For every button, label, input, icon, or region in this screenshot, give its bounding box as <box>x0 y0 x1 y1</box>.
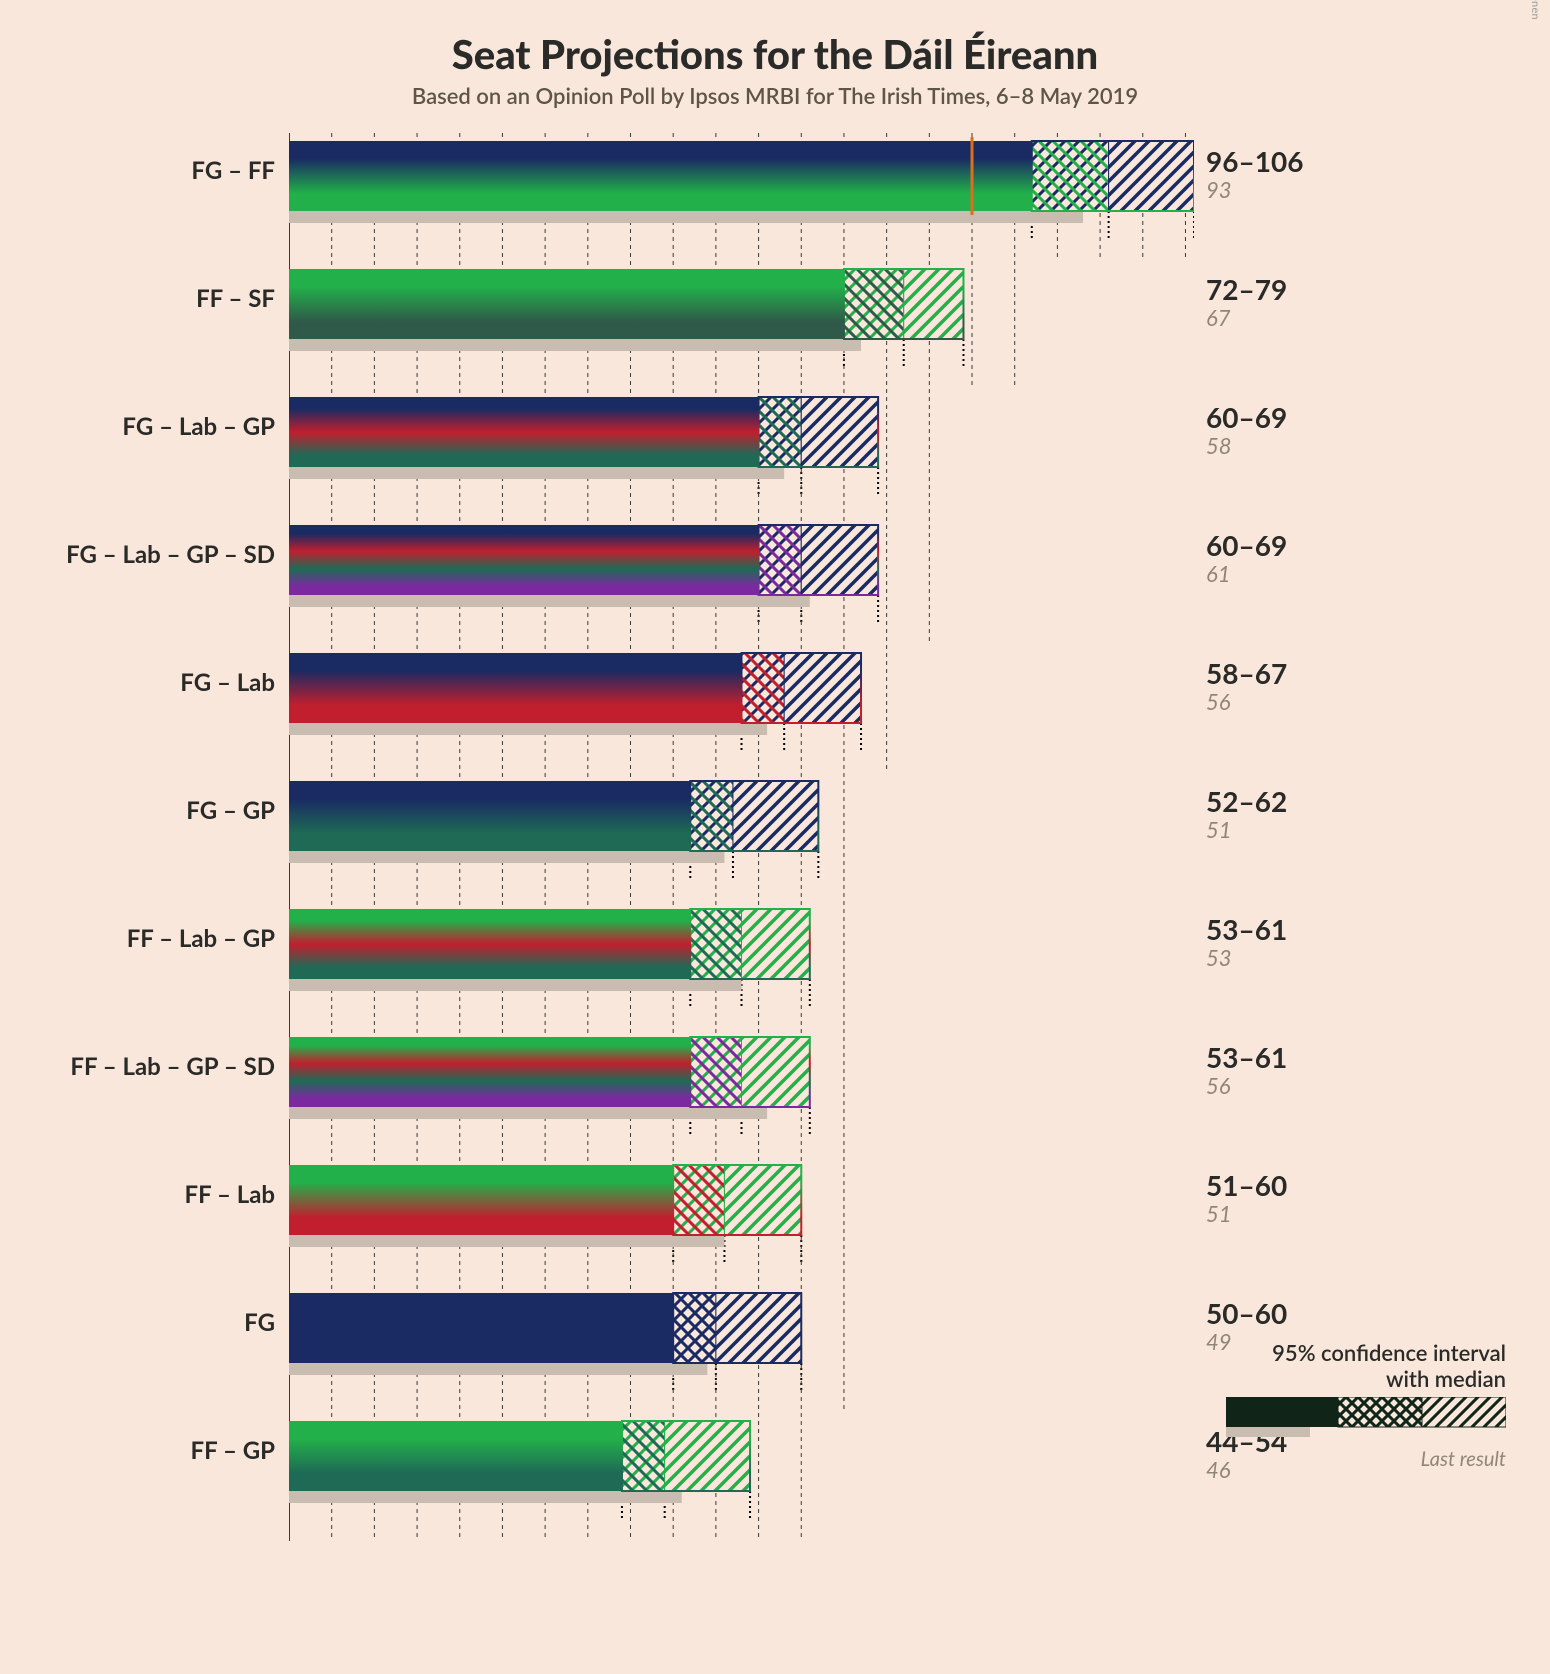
coalition-label: FF – GP <box>40 1413 289 1463</box>
coalition-values: 53–6156 <box>1194 1029 1287 1099</box>
legend-swatch <box>1226 1397 1506 1443</box>
coalition-last: 56 <box>1206 1074 1287 1098</box>
coalition-bar-area <box>289 261 1194 389</box>
coalition-label: FF – Lab – GP <box>40 901 289 951</box>
coalition-row: FG – GP 52–6251 <box>40 773 1510 901</box>
coalition-values: 72–7967 <box>1194 261 1287 331</box>
coalition-row: FF – SF 72–7967 <box>40 261 1510 389</box>
coalition-row: FG – Lab – GP – SD 60–6961 <box>40 517 1510 645</box>
coalition-bar-area <box>289 901 1194 1029</box>
coalition-last: 58 <box>1206 434 1287 458</box>
coalition-values: 60–6958 <box>1194 389 1287 459</box>
coalition-last: 61 <box>1206 562 1287 586</box>
coalition-range: 60–69 <box>1206 531 1287 560</box>
coalition-label: FG – Lab – GP <box>40 389 289 439</box>
coalition-bar-area <box>289 1029 1194 1157</box>
chart-title: Seat Projections for the Dáil Éireann <box>40 30 1510 78</box>
coalition-range: 72–79 <box>1206 275 1287 304</box>
legend: 95% confidence interval with median Last… <box>1206 1340 1506 1471</box>
coalition-values: 51–6051 <box>1194 1157 1287 1227</box>
coalition-label: FF – Lab <box>40 1157 289 1207</box>
coalition-values: 96–10693 <box>1194 133 1303 203</box>
coalition-bar-area <box>289 133 1194 261</box>
legend-title-line2: with median <box>1386 1365 1506 1392</box>
copyright-text: © 2020 Filip van Laenen <box>1529 0 1542 20</box>
coalition-bar-area <box>289 389 1194 517</box>
coalition-row: FF – Lab 51–6051 <box>40 1157 1510 1285</box>
coalition-bar-area <box>289 1157 1194 1285</box>
coalition-range: 52–62 <box>1206 787 1287 816</box>
coalition-last: 51 <box>1206 1202 1287 1226</box>
coalition-label: FG – Lab <box>40 645 289 695</box>
coalition-row: FF – Lab – GP – SD 53–6156 <box>40 1029 1510 1157</box>
coalition-bar-area <box>289 645 1194 773</box>
coalition-range: 53–61 <box>1206 1043 1287 1072</box>
coalition-range: 60–69 <box>1206 403 1287 432</box>
coalition-values: 60–6961 <box>1194 517 1287 587</box>
coalition-values: 58–6756 <box>1194 645 1287 715</box>
legend-last-label: Last result <box>1206 1447 1506 1471</box>
coalition-range: 53–61 <box>1206 915 1287 944</box>
coalition-label: FF – Lab – GP – SD <box>40 1029 289 1079</box>
coalition-bar-area <box>289 773 1194 901</box>
coalition-last: 93 <box>1206 178 1303 202</box>
coalition-bar-area <box>289 517 1194 645</box>
coalition-range: 51–60 <box>1206 1171 1287 1200</box>
coalition-row: FG – Lab – GP 60–6958 <box>40 389 1510 517</box>
coalition-last: 51 <box>1206 818 1287 842</box>
coalition-range: 50–60 <box>1206 1299 1287 1328</box>
coalition-row: FG – Lab 58–6756 <box>40 645 1510 773</box>
coalition-last: 53 <box>1206 946 1287 970</box>
coalition-bar-area <box>289 1413 1194 1541</box>
coalition-last: 67 <box>1206 306 1287 330</box>
legend-title-line1: 95% confidence interval <box>1272 1339 1506 1366</box>
coalition-label: FG – Lab – GP – SD <box>40 517 289 567</box>
coalition-values: 53–6153 <box>1194 901 1287 971</box>
coalition-bar-area <box>289 1285 1194 1413</box>
coalition-label: FG – FF <box>40 133 289 183</box>
coalition-row: FG – FF 96–10693 <box>40 133 1510 261</box>
coalition-range: 58–67 <box>1206 659 1287 688</box>
coalition-row: FF – Lab – GP 53–6153 <box>40 901 1510 1029</box>
coalition-range: 96–106 <box>1206 147 1303 176</box>
coalition-values: 52–6251 <box>1194 773 1287 843</box>
coalition-label: FG <box>40 1285 289 1335</box>
coalition-chart: FG – FF 96–10693FF – SF 72–7967FG – Lab … <box>40 133 1510 1541</box>
coalition-label: FG – GP <box>40 773 289 823</box>
chart-subtitle: Based on an Opinion Poll by Ipsos MRBI f… <box>40 82 1510 109</box>
coalition-label: FF – SF <box>40 261 289 311</box>
coalition-last: 56 <box>1206 690 1287 714</box>
